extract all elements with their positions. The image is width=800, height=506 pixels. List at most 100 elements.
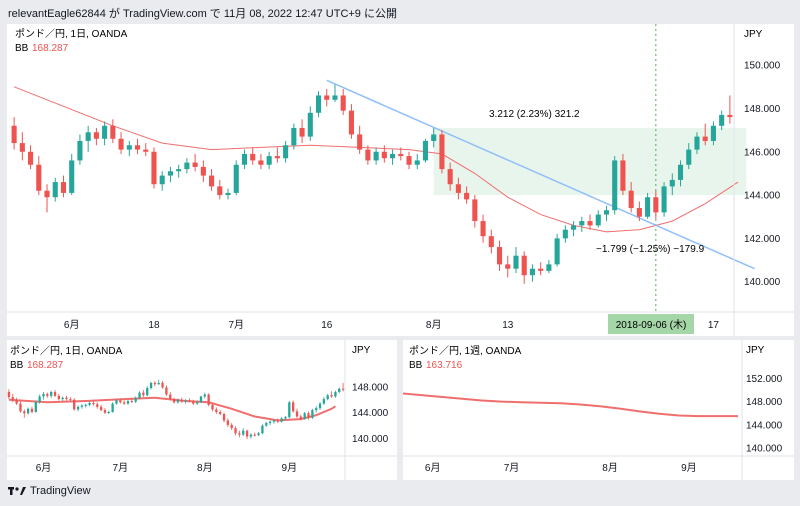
y-tick-label: 146.000 <box>744 147 781 158</box>
candle-body <box>513 255 519 269</box>
mini-candle-body <box>165 387 168 395</box>
main-chart-panel[interactable]: 150.000 148.000 146.000 144.000 142.000 140.0… <box>7 24 794 336</box>
mini-candle-body <box>111 403 114 412</box>
mini-candle-body <box>15 399 18 404</box>
mini-candle-body <box>315 408 318 411</box>
mini-candle-body <box>142 392 145 396</box>
mini-candle-body <box>341 388 345 390</box>
mini-candle-body <box>242 430 245 435</box>
mini-candle-body <box>30 408 34 412</box>
candle-body <box>719 114 725 126</box>
candle-body <box>143 149 149 152</box>
publish-header: relevantEagle62844 が TradingView.com で 1… <box>0 0 800 24</box>
mini-candle-body <box>268 421 272 423</box>
candle-body <box>192 162 198 167</box>
mini-candle-body <box>230 424 233 429</box>
y-tick-label: 140.000 <box>744 277 781 288</box>
mini-candle-body <box>84 404 87 406</box>
main-chart[interactable]: 150.000 148.000 146.000 144.000 142.000 140.0… <box>7 24 794 336</box>
measure-up-label: 3.212 (2.23%) 321.2 <box>489 109 580 120</box>
mini-candle-body <box>203 394 206 397</box>
candle-body <box>480 221 486 237</box>
main-currency-label: JPY <box>744 29 763 40</box>
mini-candle-body <box>215 409 218 412</box>
candle-body <box>677 164 684 180</box>
mini-candle-body <box>76 406 80 410</box>
candle-body <box>612 160 618 211</box>
mini-candle-body <box>322 399 326 404</box>
candle-body <box>529 268 535 276</box>
mini-candle-body <box>34 402 37 412</box>
mini-candle-body <box>291 402 295 412</box>
candle-body <box>241 153 248 165</box>
weekly-chart-panel[interactable]: 152.000 148.000 144.000 140.000 6月 7月 8月 9月 ポンド… <box>402 340 794 480</box>
mini-x-tick-label: 9月 <box>282 462 298 474</box>
candle-body <box>69 160 75 193</box>
weekly-x-tick-label: 9月 <box>681 462 697 474</box>
mini-candle-body <box>61 397 64 400</box>
candle-body <box>579 221 585 226</box>
mini-candle-body <box>172 399 176 403</box>
mini-candle-body <box>199 396 203 403</box>
weekly-chart[interactable]: 152.000 148.000 144.000 140.000 6月 7月 8月 9月 ポンド… <box>402 340 794 480</box>
candle-body <box>645 197 651 217</box>
x-tick-label: 16 <box>321 320 333 331</box>
mini-candle-body <box>245 430 249 437</box>
mini-candle-body <box>311 410 314 418</box>
candle-body <box>299 127 305 137</box>
candle-body <box>291 127 297 146</box>
candle-body <box>546 264 552 271</box>
weekly-y-tick-label: 152.000 <box>746 374 783 385</box>
mini-candle-body <box>253 434 256 436</box>
mini-candle-body <box>88 402 91 405</box>
candle-body <box>595 214 601 226</box>
candle-body <box>324 95 330 100</box>
candle-body <box>151 151 157 185</box>
candle-body <box>28 151 34 165</box>
candle-body <box>447 169 453 185</box>
crosshair-date-box <box>608 314 694 334</box>
mini-candle-body <box>238 433 241 435</box>
main-chart-title: ポンド／円, 1日, OANDA <box>15 28 128 40</box>
mini-candle-body <box>69 399 72 401</box>
mini-candle-body <box>257 433 260 436</box>
mini-candle-body <box>326 395 329 400</box>
candle-body <box>365 149 371 161</box>
mini-candle-body <box>126 401 130 404</box>
mini-candle-body <box>115 400 118 404</box>
daily-mini-chart-panel[interactable]: 148.000 144.000 140.000 6月 7月 8月 9月 ポンド／円, 1日,… <box>7 340 397 480</box>
main-indicator-label: BB <box>15 43 29 54</box>
mini-candle-body <box>276 420 279 422</box>
weekly-x-tick-label: 6月 <box>425 462 441 474</box>
candle-body <box>36 164 42 191</box>
main-indicator-value: 168.287 <box>32 43 69 54</box>
daily-mini-chart[interactable]: 148.000 144.000 140.000 6月 7月 8月 9月 ポンド／円, 1日,… <box>7 340 397 480</box>
mini-candle-body <box>119 400 122 403</box>
mini-candle-body <box>226 420 230 425</box>
mini-candle-body <box>299 416 302 420</box>
candle-body <box>274 156 280 159</box>
mini-candle-body <box>280 418 283 422</box>
mini-y-tick-label: 144.000 <box>352 408 389 419</box>
mini-candle-body <box>284 417 287 419</box>
candle-body <box>620 160 626 191</box>
candle-body <box>110 125 116 139</box>
mini-candle-body <box>65 397 68 400</box>
weekly-indicator-label: BB <box>409 360 423 371</box>
mini-candle-body <box>211 404 214 410</box>
weekly-x-tick-label: 8月 <box>602 462 618 474</box>
mini-candle-body <box>295 411 299 417</box>
candle-body <box>233 164 239 193</box>
x-tick-label: 17 <box>708 320 720 331</box>
candle-body <box>60 182 67 193</box>
candle-body <box>406 156 412 165</box>
mini-candle-body <box>19 403 22 412</box>
candle-body <box>488 236 494 248</box>
candle-body <box>710 125 716 141</box>
mini-candle-body <box>50 391 53 396</box>
x-tick-label: 8月 <box>426 319 442 331</box>
weekly-y-tick-label: 148.000 <box>746 397 783 408</box>
weekly-y-tick-label: 144.000 <box>746 420 783 431</box>
mini-candle-body <box>272 420 276 422</box>
mini-candle-body <box>180 399 183 402</box>
